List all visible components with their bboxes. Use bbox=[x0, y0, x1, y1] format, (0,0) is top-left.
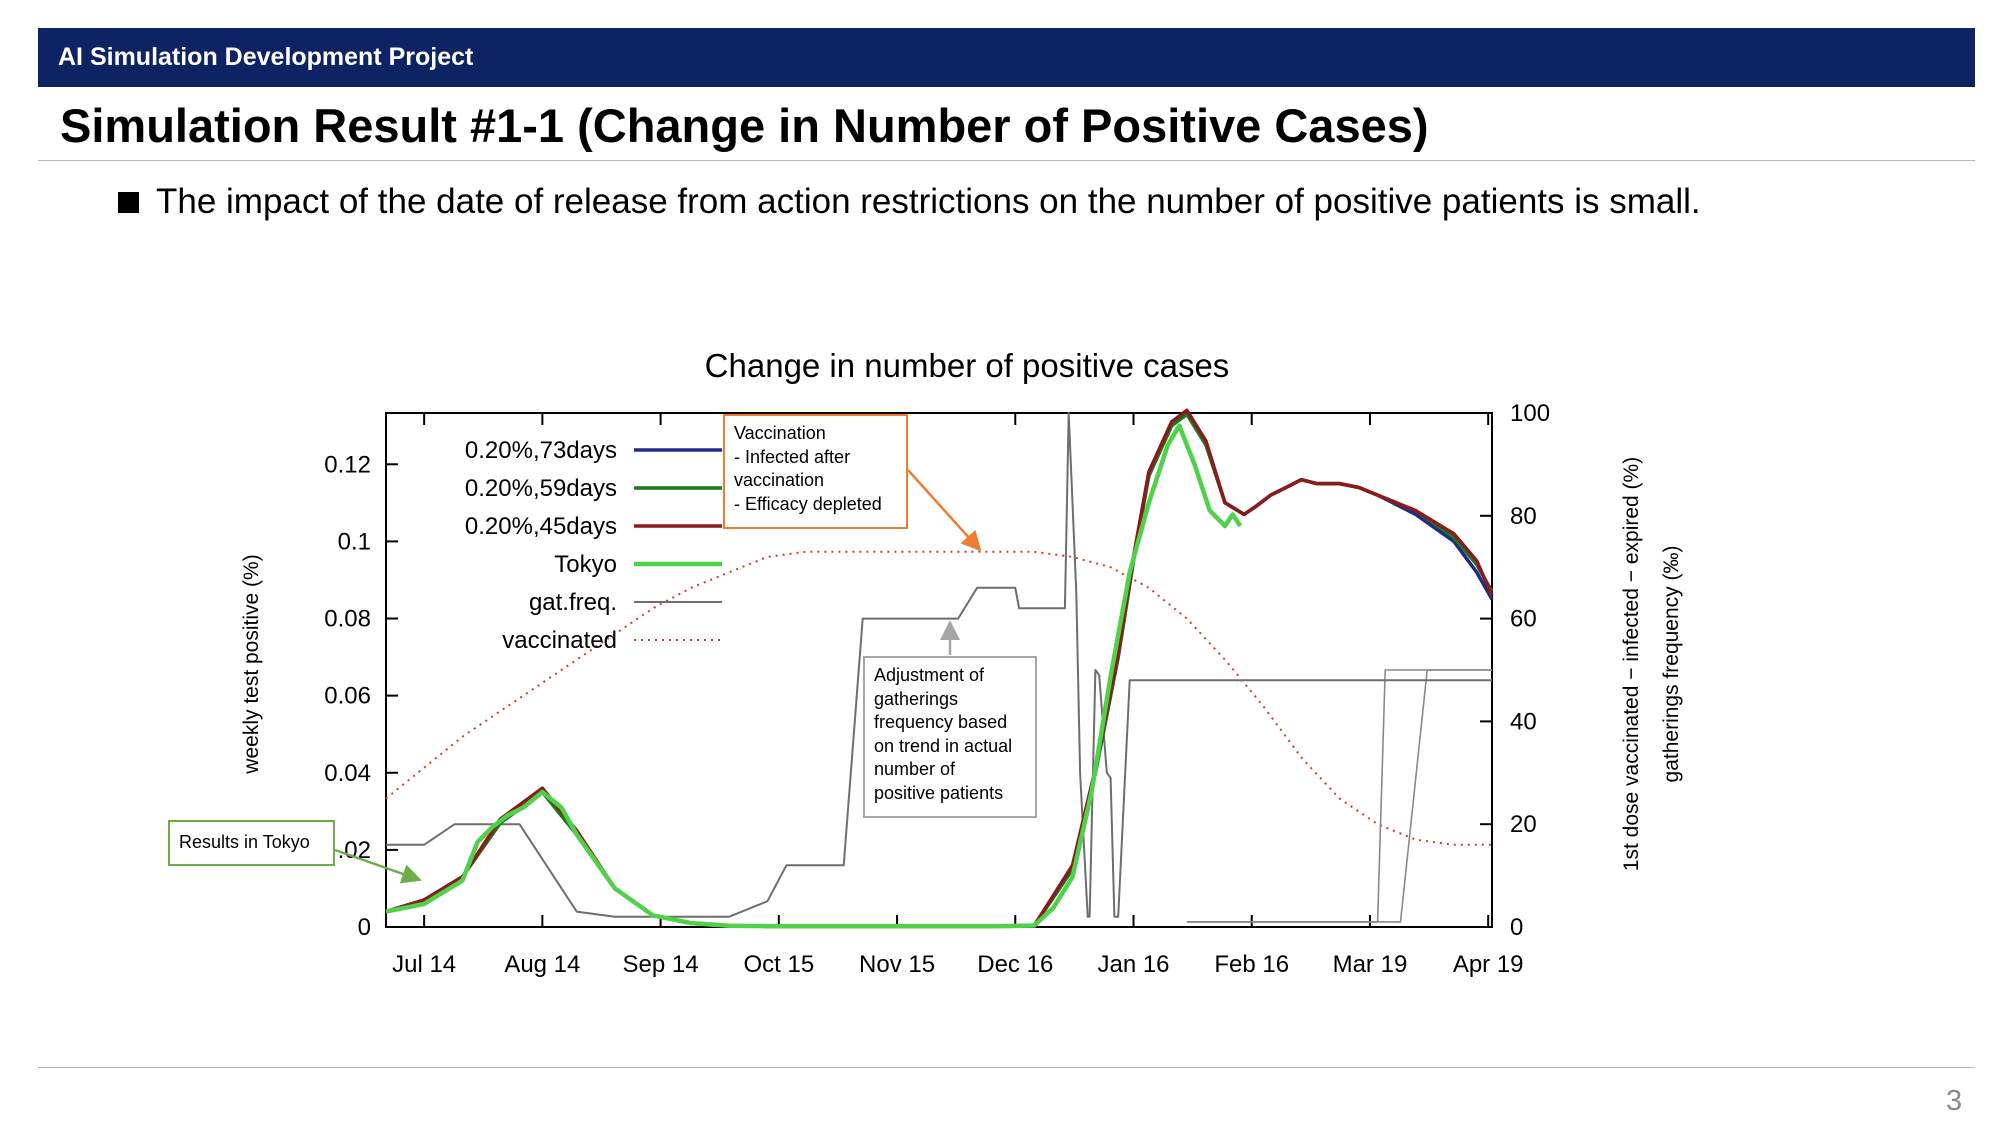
gatherings-adjustment-callout: Adjustment of gatherings frequency based… bbox=[863, 656, 1037, 818]
project-banner: AI Simulation Development Project bbox=[38, 28, 1975, 87]
y2-tick-label: 80 bbox=[1510, 503, 1537, 530]
y2-tick-label: 40 bbox=[1510, 708, 1537, 735]
y-axis-label: weekly test positive (%) bbox=[240, 554, 263, 774]
adjustment-callout-line: gatherings bbox=[874, 688, 959, 709]
y-tick-label: 0.1 bbox=[338, 528, 371, 555]
bullet-square-icon bbox=[118, 191, 139, 213]
tokyo-callout-text: Results in Tokyo bbox=[179, 832, 310, 853]
title-divider bbox=[38, 160, 1975, 161]
y-tick-label: 0.04 bbox=[324, 760, 371, 787]
bullet-point: The impact of the date of release from a… bbox=[118, 182, 1701, 222]
x-tick-label: Jul 14 bbox=[392, 951, 456, 978]
x-tick-label: Jan 16 bbox=[1097, 951, 1169, 978]
legend-label: Tokyo bbox=[554, 551, 617, 578]
x-tick-label: Dec 16 bbox=[977, 951, 1053, 978]
x-tick-label: Aug 14 bbox=[504, 951, 580, 978]
series-line-tokyo bbox=[385, 423, 1243, 929]
tokyo-callout-arrow bbox=[334, 848, 422, 884]
adjustment-callout-line: Adjustment of bbox=[874, 665, 985, 685]
vaccination-callout-line: Vaccination bbox=[734, 423, 826, 443]
legend-label: vaccinated bbox=[502, 627, 617, 654]
adjustment-callout-line: positive patients bbox=[874, 782, 1004, 803]
legend-label: 0.20%,73days bbox=[465, 437, 617, 464]
y-tick-label: .02 bbox=[338, 837, 371, 864]
page-number: 3 bbox=[1946, 1085, 1963, 1117]
x-tick-label: Sep 14 bbox=[623, 951, 699, 978]
legend-label: 0.20%,45days bbox=[465, 513, 617, 540]
x-tick-label: Mar 19 bbox=[1333, 951, 1408, 978]
chart-title: Change in number of positive cases bbox=[705, 347, 1230, 384]
y2-tick-label: 0 bbox=[1510, 914, 1523, 941]
y-tick-label: 0 bbox=[358, 914, 371, 941]
legend-label: 0.20%,59days bbox=[465, 475, 617, 502]
adjustment-callout-line: on trend in actual bbox=[874, 735, 1013, 756]
vaccination-callout: Vaccination - Infected after vaccination… bbox=[723, 414, 908, 529]
tokyo-results-callout: Results in Tokyo bbox=[168, 820, 335, 866]
vaccination-callout-line: - Infected after bbox=[734, 446, 851, 467]
y-tick-label: 0.08 bbox=[324, 606, 371, 633]
x-tick-label: Apr 19 bbox=[1453, 951, 1524, 978]
vaccination-callout-line: - Efficacy depleted bbox=[734, 493, 882, 514]
adjustment-callout-line: frequency based bbox=[874, 712, 1008, 732]
y-tick-label: 0.12 bbox=[324, 451, 371, 478]
x-tick-label: Oct 15 bbox=[743, 951, 814, 978]
vaccination-callout-line: vaccination bbox=[734, 470, 825, 490]
y2-tick-label: 20 bbox=[1510, 811, 1537, 838]
series-line-gatherings-variant-c- bbox=[1186, 669, 1492, 923]
bullet-text: The impact of the date of release from a… bbox=[156, 182, 1701, 221]
y2-tick-label: 100 bbox=[1510, 400, 1550, 427]
y2-axis-label-vaccinated: 1st dose vaccinated − infected − expired… bbox=[1620, 457, 1643, 871]
adjustment-callout-line: number of bbox=[874, 759, 956, 779]
footer-divider bbox=[38, 1067, 1975, 1068]
y-tick-label: 0.06 bbox=[324, 683, 371, 710]
y2-tick-label: 60 bbox=[1510, 606, 1537, 633]
y2-axis-label-gatherings: gatherings frequency (‰) bbox=[1660, 546, 1683, 783]
x-tick-label: Nov 15 bbox=[859, 951, 935, 978]
series-line-gatherings-variant-b- bbox=[1186, 669, 1492, 923]
slide-title: Simulation Result #1-1 (Change in Number… bbox=[60, 99, 1429, 152]
vaccination-callout-arrow bbox=[907, 469, 982, 552]
legend-label: gat.freq. bbox=[529, 589, 617, 616]
project-name: AI Simulation Development Project bbox=[58, 43, 474, 71]
x-tick-label: Feb 16 bbox=[1214, 951, 1289, 978]
